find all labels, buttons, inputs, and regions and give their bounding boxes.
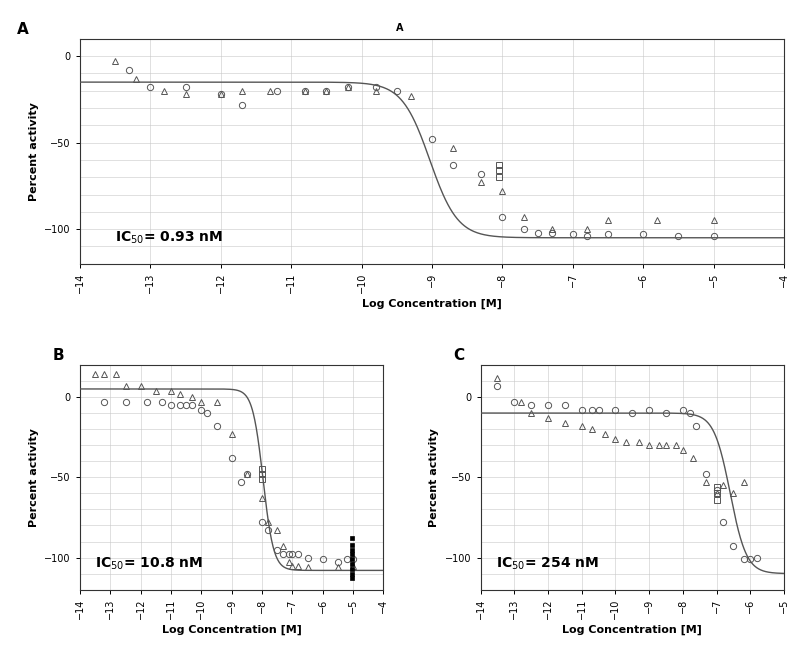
Text: C: C [454,347,464,363]
X-axis label: Log Concentration [M]: Log Concentration [M] [162,625,302,635]
Text: A: A [396,23,404,32]
Y-axis label: Percent activity: Percent activity [29,428,39,527]
Text: IC$_{50}$= 10.8 nM: IC$_{50}$= 10.8 nM [95,555,203,572]
X-axis label: Log Concentration [M]: Log Concentration [M] [362,299,502,309]
Text: IC$_{50}$= 254 nM: IC$_{50}$= 254 nM [496,555,598,572]
Text: IC$_{50}$= 0.93 nM: IC$_{50}$= 0.93 nM [115,229,223,246]
Text: B: B [53,347,64,363]
Text: A: A [17,21,28,37]
Y-axis label: Percent activity: Percent activity [29,102,39,201]
Y-axis label: Percent activity: Percent activity [430,428,439,527]
X-axis label: Log Concentration [M]: Log Concentration [M] [562,625,702,635]
